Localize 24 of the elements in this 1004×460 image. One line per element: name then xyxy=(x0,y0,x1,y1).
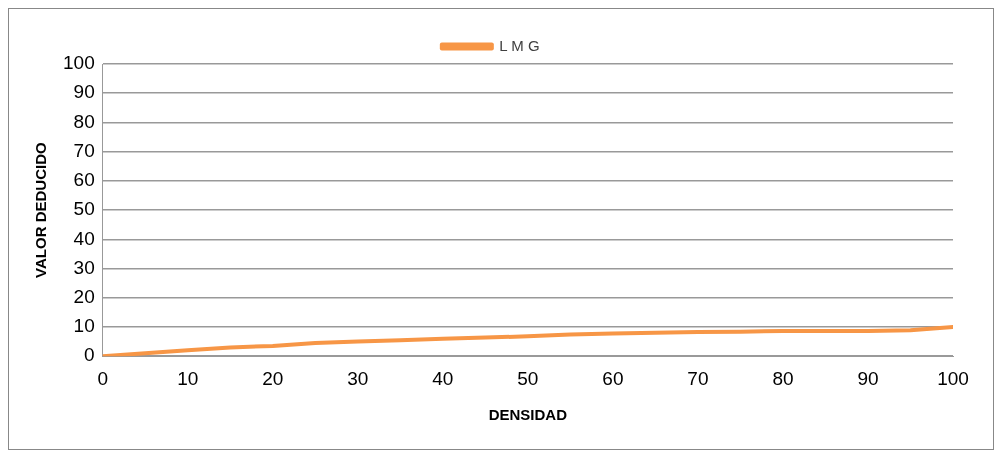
x-tick-label: 30 xyxy=(347,367,369,389)
x-tick-label: 20 xyxy=(262,367,284,389)
y-tick-label: 40 xyxy=(73,227,95,249)
y-tick-label: 100 xyxy=(63,52,95,74)
x-tick-label: 70 xyxy=(687,367,709,389)
x-tick-label: 90 xyxy=(857,367,879,389)
x-tick-label: 40 xyxy=(432,367,454,389)
x-tick-label: 100 xyxy=(937,367,969,389)
y-tick-label: 10 xyxy=(73,315,95,337)
x-tick-label: 50 xyxy=(517,367,539,389)
y-tick-label: 50 xyxy=(73,198,95,220)
legend-label: L M G xyxy=(499,36,540,54)
y-tick-label: 90 xyxy=(73,81,95,103)
x-axis-title: DENSIDAD xyxy=(488,406,568,424)
y-tick-label: 30 xyxy=(73,256,95,278)
y-tick-label: 20 xyxy=(73,285,95,307)
y-tick-label: 80 xyxy=(73,110,95,132)
x-tick-label: 60 xyxy=(602,367,624,389)
y-axis-title: VALOR DEDUCIDO xyxy=(32,141,50,278)
x-tick-label: 10 xyxy=(177,367,199,389)
y-tick-label: 0 xyxy=(84,344,95,366)
y-tick-label: 60 xyxy=(73,169,95,191)
x-tick-label: 80 xyxy=(772,367,794,389)
y-tick-label: 70 xyxy=(73,139,95,161)
